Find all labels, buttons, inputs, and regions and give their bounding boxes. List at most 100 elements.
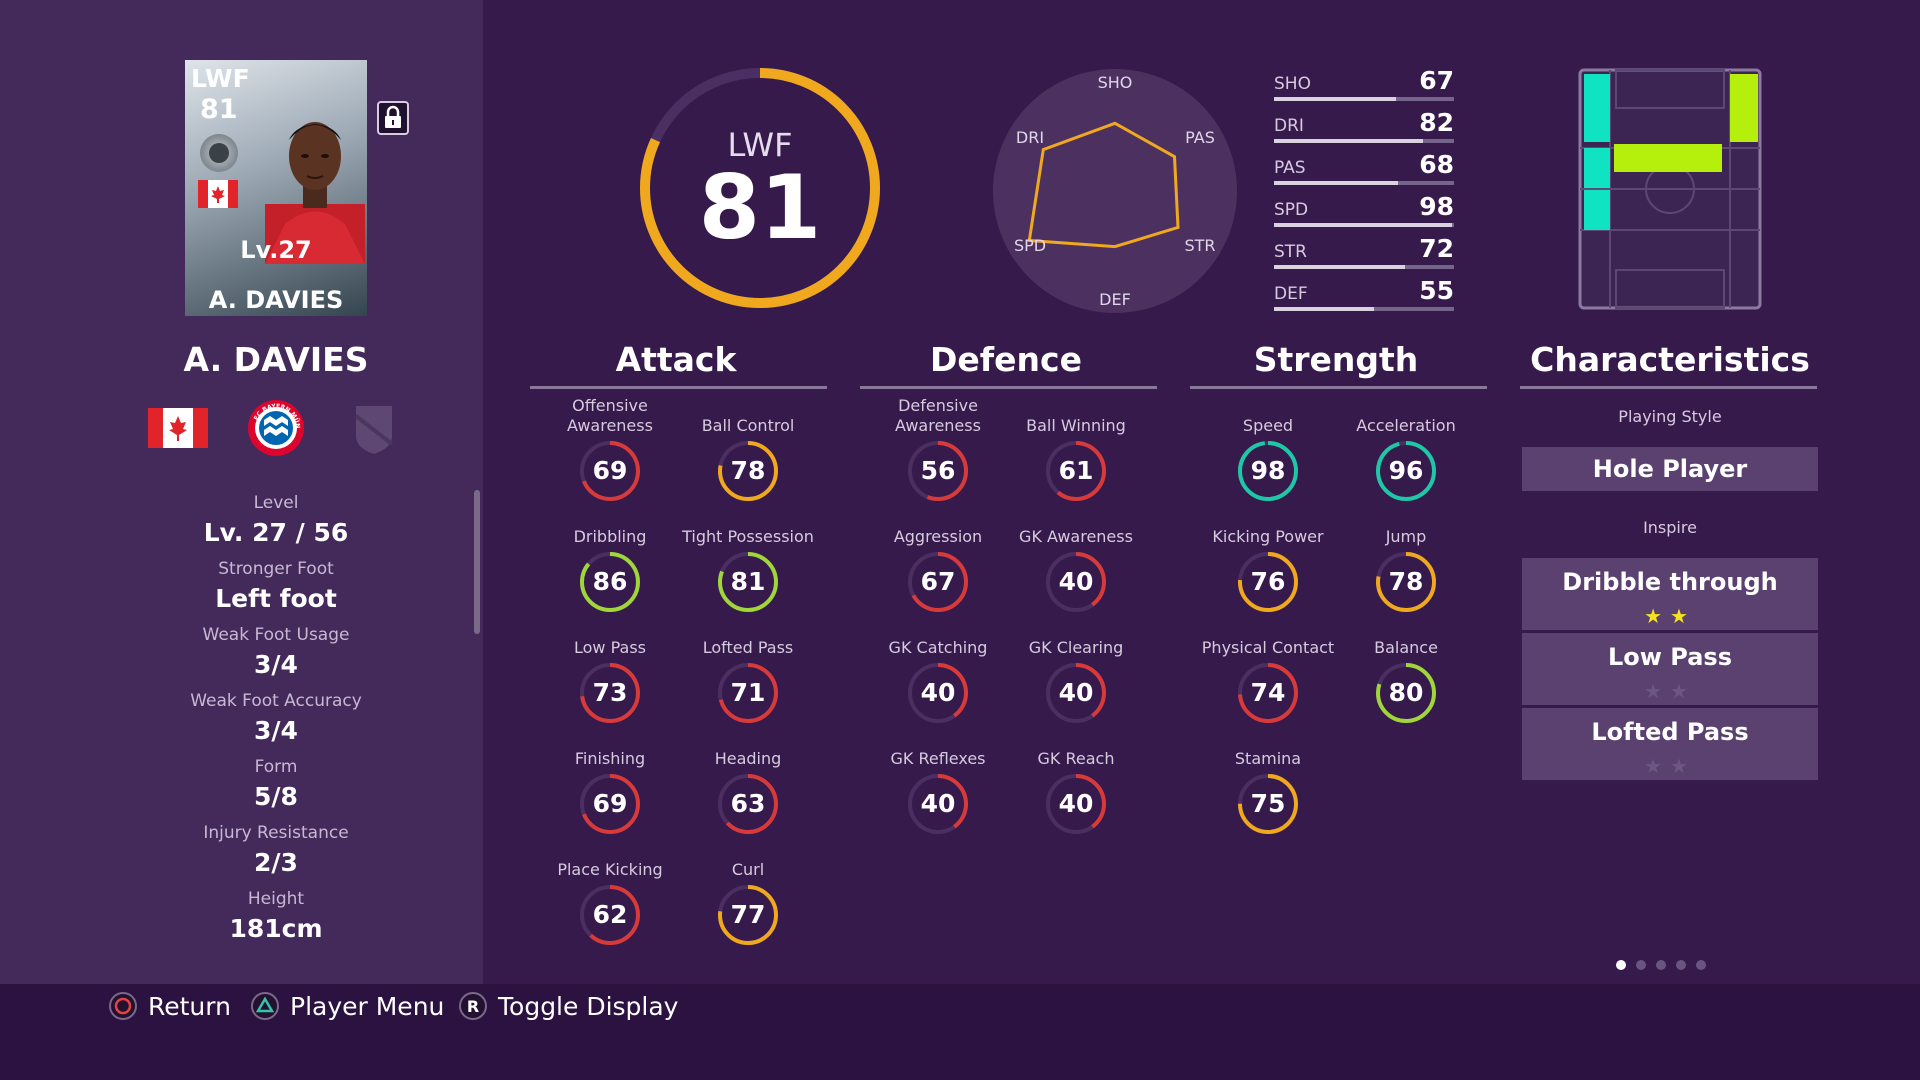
bar-fill-str bbox=[1274, 265, 1405, 269]
stat-label: Curl bbox=[731, 860, 765, 879]
stat-ring bbox=[718, 552, 778, 612]
card-overall: 81 bbox=[200, 94, 238, 125]
stat-value: 40 bbox=[1058, 678, 1094, 707]
characteristics-underline bbox=[1520, 386, 1817, 389]
stat-value: 73 bbox=[592, 678, 628, 707]
position-lmf-highlight-lower bbox=[1584, 190, 1610, 230]
playing-style-box[interactable]: Hole Player bbox=[1522, 447, 1818, 491]
stat-label: Heading bbox=[714, 749, 782, 768]
position-rwf-highlight bbox=[1730, 74, 1758, 142]
info-scrollbar[interactable] bbox=[474, 490, 480, 634]
page-dot[interactable] bbox=[1696, 960, 1706, 970]
inspire-lofted-pass[interactable]: Lofted Pass ★★ bbox=[1522, 708, 1818, 780]
stat-ring bbox=[908, 441, 968, 501]
stat-label: Balance bbox=[1374, 638, 1438, 657]
radar-axis-spd: SPD bbox=[1014, 236, 1046, 255]
toggle-display-button[interactable]: R Toggle Display bbox=[458, 990, 678, 1022]
lock-icon[interactable] bbox=[377, 101, 409, 135]
stat-gk-clearing: GK Clearing 40 bbox=[1006, 614, 1146, 724]
injury-resistance-value: 2/3 bbox=[254, 848, 298, 877]
strength-title: Strength bbox=[1253, 340, 1419, 379]
bar-track-str bbox=[1274, 265, 1454, 269]
bar-label-str: STR bbox=[1274, 242, 1307, 262]
bar-value-sho: 67 bbox=[1419, 66, 1454, 95]
stat-ring bbox=[1238, 552, 1298, 612]
stat-ring bbox=[1046, 663, 1106, 723]
attack-title: Attack bbox=[615, 340, 737, 379]
inspire-stars: ★★ bbox=[1522, 604, 1818, 628]
stat-ring bbox=[580, 663, 640, 723]
star-filled-icon: ★ bbox=[1670, 604, 1696, 628]
stat-aggression: Aggression 67 bbox=[868, 503, 1008, 613]
form-value: 5/8 bbox=[254, 782, 298, 811]
overall-rating: 81 bbox=[698, 156, 822, 259]
star-empty-icon: ★ bbox=[1644, 679, 1670, 703]
svg-text:R: R bbox=[467, 997, 479, 1016]
bar-value-def: 55 bbox=[1419, 276, 1454, 305]
player-card[interactable]: LWF 81 Lv.27 A. DAVIES bbox=[185, 60, 367, 316]
bar-track-pas bbox=[1274, 181, 1454, 185]
page-dot[interactable] bbox=[1676, 960, 1686, 970]
inspire-name: Low Pass bbox=[1607, 643, 1733, 671]
page-dot[interactable] bbox=[1656, 960, 1666, 970]
stronger-foot-value: Left foot bbox=[215, 584, 337, 613]
player-menu-button[interactable]: Player Menu bbox=[250, 990, 444, 1022]
stat-dribbling: Dribbling 86 bbox=[540, 503, 680, 613]
stat-value: 81 bbox=[730, 567, 766, 596]
rarity-coin-icon bbox=[200, 134, 238, 172]
playing-style-label: Playing Style bbox=[1618, 407, 1722, 426]
star-empty-icon: ★ bbox=[1670, 754, 1696, 778]
stat-ring bbox=[1046, 441, 1106, 501]
injury-resistance-label: Injury Resistance bbox=[203, 823, 349, 843]
stronger-foot-label: Stronger Foot bbox=[218, 559, 334, 579]
stat-ring bbox=[908, 552, 968, 612]
stat-label: Place Kicking bbox=[557, 860, 663, 879]
stat-ring bbox=[1238, 774, 1298, 834]
stat-value: 69 bbox=[592, 456, 628, 485]
stat-value: 40 bbox=[1058, 789, 1094, 818]
club-badge-icon: FC BAYERN MÜNCHEN bbox=[247, 399, 304, 456]
stat-jump: Jump 78 bbox=[1336, 503, 1476, 613]
stat-value: 77 bbox=[730, 900, 766, 929]
stat-low-pass: Low Pass 73 bbox=[540, 614, 680, 724]
stat-ring bbox=[1238, 441, 1298, 501]
stat-value: 98 bbox=[1250, 456, 1286, 485]
empty-emblem-icon bbox=[354, 406, 394, 454]
characteristics-title: Characteristics bbox=[1530, 340, 1810, 379]
bar-label-dri: DRI bbox=[1274, 116, 1304, 136]
card-position: LWF bbox=[191, 64, 250, 93]
position-lwf-highlight bbox=[1584, 74, 1610, 142]
page-dot[interactable] bbox=[1636, 960, 1646, 970]
stat-ring bbox=[1046, 552, 1106, 612]
stat-value: 56 bbox=[920, 456, 956, 485]
bar-fill-sho bbox=[1274, 97, 1396, 101]
inspire-dribble-through[interactable]: Dribble through ★★ bbox=[1522, 558, 1818, 630]
stat-value: 75 bbox=[1250, 789, 1286, 818]
stat-label: Jump bbox=[1385, 527, 1427, 546]
stat-label: GK Clearing bbox=[1028, 638, 1124, 657]
stat-physical-contact: Physical Contact 74 bbox=[1198, 614, 1338, 724]
return-button[interactable]: Return bbox=[108, 990, 231, 1022]
stat-value: 40 bbox=[1058, 567, 1094, 596]
bar-track-spd bbox=[1274, 223, 1454, 227]
stat-ring bbox=[1376, 552, 1436, 612]
inspire-low-pass[interactable]: Low Pass ★★ bbox=[1522, 633, 1818, 705]
overall-rating-ring bbox=[640, 68, 880, 308]
stat-ring bbox=[580, 441, 640, 501]
stat-gk-reach: GK Reach 40 bbox=[1006, 725, 1146, 835]
stat-value: 96 bbox=[1388, 456, 1424, 485]
weak-foot-accuracy-label: Weak Foot Accuracy bbox=[190, 691, 362, 711]
level-value: Lv. 27 / 56 bbox=[203, 518, 349, 547]
stat-ring bbox=[1376, 441, 1436, 501]
inspire-label: Inspire bbox=[1643, 518, 1697, 537]
page-dot[interactable] bbox=[1616, 960, 1626, 970]
stat-ring bbox=[718, 885, 778, 945]
radar-axis-str: STR bbox=[1184, 236, 1215, 255]
stat-label: Lofted Pass bbox=[702, 638, 794, 657]
page-indicator[interactable] bbox=[1616, 960, 1706, 970]
stat-heading: Heading 63 bbox=[678, 725, 818, 835]
stat-ring bbox=[718, 774, 778, 834]
position-pitch-map bbox=[1578, 68, 1762, 310]
stat-gk-reflexes: GK Reflexes 40 bbox=[868, 725, 1008, 835]
bar-fill-def bbox=[1274, 307, 1374, 311]
